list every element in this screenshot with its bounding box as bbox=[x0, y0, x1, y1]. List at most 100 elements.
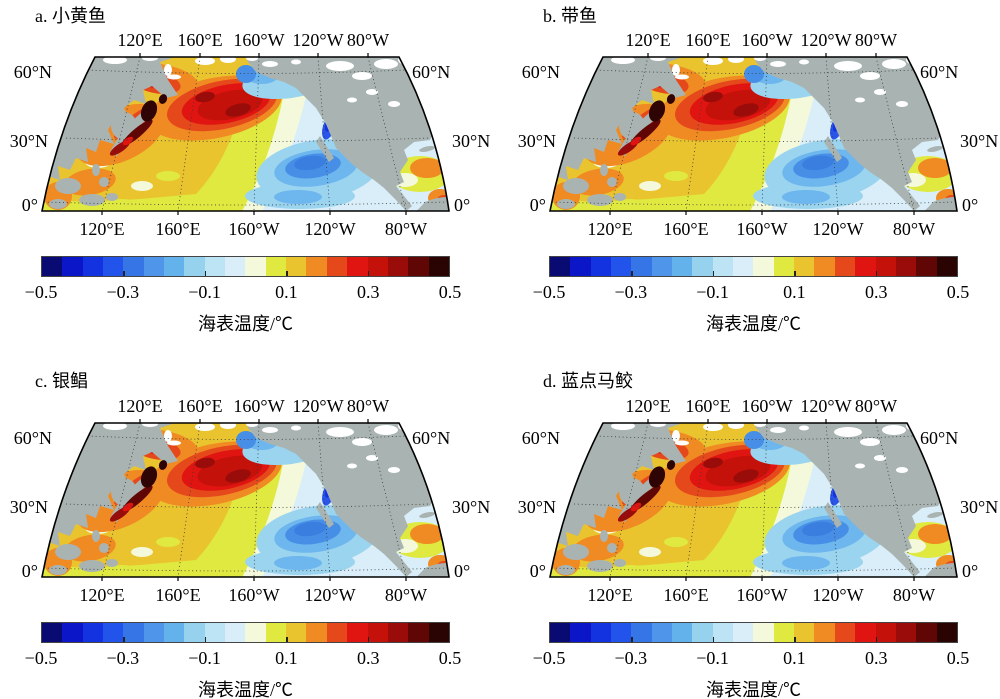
colorbar-segment-3 bbox=[103, 623, 124, 642]
colorbar-segment-13 bbox=[814, 623, 835, 642]
colorbar-segment-2 bbox=[82, 257, 104, 276]
colorbar-segment-2 bbox=[590, 257, 612, 276]
colorbar bbox=[41, 622, 450, 643]
lon-tick-label: 120°E bbox=[625, 396, 670, 416]
colorbar-tick-mark bbox=[286, 271, 288, 276]
colorbar-tick-label: −0.5 bbox=[24, 282, 58, 302]
colorbar-segment-11 bbox=[773, 623, 795, 642]
lon-tick-label: 80°W bbox=[385, 219, 427, 239]
colorbar-segment-10 bbox=[753, 623, 774, 642]
colorbar-segment-10 bbox=[753, 257, 774, 276]
colorbar-segment-2 bbox=[82, 623, 104, 642]
lon-tick-label: 80°W bbox=[893, 585, 935, 605]
colorbar-segment-11 bbox=[773, 257, 795, 276]
colorbar-segment-15 bbox=[855, 623, 876, 642]
colorbar-segment-14 bbox=[834, 623, 856, 642]
colorbar-segment-6 bbox=[164, 257, 185, 276]
map-panel-a: 120°E 160°E 160°W 120°W 80°W 120°E 160°E… bbox=[10, 30, 490, 239]
lon-tick-label: 160°W bbox=[736, 219, 787, 239]
colorbar-title: 海表温度/℃ bbox=[197, 314, 293, 334]
lon-tick-label: 160°E bbox=[177, 30, 222, 50]
colorbar-segment-10 bbox=[245, 257, 266, 276]
lon-tick-label: 160°E bbox=[155, 585, 200, 605]
colorbar-tick-label: −0.3 bbox=[106, 648, 140, 668]
colorbar-segment-17 bbox=[895, 257, 917, 276]
colorbar-block: −0.5 −0.3 −0.1 0.1 0.3 0.5 海表温度/℃ bbox=[533, 240, 969, 349]
colorbar-block: −0.5 −0.3 −0.1 0.1 0.3 0.5 海表温度/℃ bbox=[25, 606, 461, 699]
colorbar-segment-14 bbox=[834, 257, 856, 276]
colorbar-segment-1 bbox=[62, 257, 83, 276]
colorbar-segment-6 bbox=[164, 623, 185, 642]
lat-tick-label: 30°N bbox=[10, 497, 48, 517]
colorbar-tick-label: −0.3 bbox=[614, 648, 648, 668]
pacific-map-graphic bbox=[20, 40, 470, 215]
colorbar-segment-19 bbox=[428, 257, 449, 276]
colorbar-segment-4 bbox=[631, 257, 652, 276]
colorbar-segment-12 bbox=[794, 257, 815, 276]
colorbar-segment-8 bbox=[712, 623, 734, 642]
colorbar-tick-label: 0.3 bbox=[356, 648, 380, 668]
colorbar-segment-14 bbox=[326, 257, 348, 276]
lat-tick-label: 60°N bbox=[522, 428, 560, 448]
lon-tick-label: 160°E bbox=[685, 396, 730, 416]
lat-tick-label: 0° bbox=[530, 195, 546, 215]
panel-title: d. 蓝点马鲛 bbox=[543, 371, 633, 391]
lon-tick-label: 160°E bbox=[663, 219, 708, 239]
colorbar-tick-mark bbox=[631, 271, 633, 276]
colorbar-tick-mark bbox=[286, 637, 288, 642]
lon-tick-label: 160°W bbox=[233, 30, 284, 50]
colorbar-segment-16 bbox=[875, 257, 896, 276]
colorbar-segment-8 bbox=[712, 257, 734, 276]
colorbar-tick-mark bbox=[631, 637, 633, 642]
colorbar-tick-label: 0.5 bbox=[438, 648, 462, 668]
colorbar-title: 海表温度/℃ bbox=[705, 314, 801, 334]
lon-tick-label: 120°W bbox=[812, 219, 863, 239]
colorbar-segment-4 bbox=[123, 623, 144, 642]
lon-tick-label: 80°W bbox=[347, 396, 389, 416]
colorbar-segment-3 bbox=[103, 257, 124, 276]
colorbar-tick-label: −0.1 bbox=[188, 648, 221, 668]
colorbar-segment-8 bbox=[204, 257, 226, 276]
lat-tick-label: 0° bbox=[962, 561, 978, 581]
colorbar-tick-label: −0.3 bbox=[614, 282, 648, 302]
colorbar-tick-label: −0.5 bbox=[532, 648, 566, 668]
colorbar-tick-label: 0.3 bbox=[356, 282, 380, 302]
lon-tick-label: 120°E bbox=[587, 219, 632, 239]
colorbar-segment-2 bbox=[590, 623, 612, 642]
colorbar-tick-mark bbox=[794, 637, 796, 642]
colorbar-segment-1 bbox=[62, 623, 83, 642]
lon-tick-label: 160°W bbox=[741, 30, 792, 50]
lon-tick-label: 120°W bbox=[304, 219, 355, 239]
colorbar-segment-13 bbox=[306, 257, 327, 276]
colorbar-segment-17 bbox=[895, 623, 917, 642]
colorbar-segment-12 bbox=[286, 623, 307, 642]
lat-tick-label: 60°N bbox=[920, 62, 958, 82]
colorbar-segment-3 bbox=[611, 623, 632, 642]
lon-tick-label: 120°W bbox=[800, 30, 851, 50]
colorbar-segment-16 bbox=[875, 623, 896, 642]
colorbar-tick-label: −0.1 bbox=[188, 282, 221, 302]
colorbar-segment-11 bbox=[265, 257, 287, 276]
colorbar-segment-1 bbox=[570, 623, 591, 642]
colorbar-tick-label: −0.1 bbox=[696, 282, 729, 302]
colorbar-segment-7 bbox=[692, 257, 713, 276]
panel-c: c. 银鲳 120°E 160°E 160°W 120°W 80°W 120°E… bbox=[0, 349, 500, 699]
colorbar-block: −0.5 −0.3 −0.1 0.1 0.3 0.5 海表温度/℃ bbox=[533, 606, 969, 699]
colorbar bbox=[41, 256, 450, 277]
colorbar-tick-label: 0.3 bbox=[864, 282, 888, 302]
lat-tick-label: 0° bbox=[530, 561, 546, 581]
colorbar-tick-mark bbox=[204, 271, 207, 276]
colorbar-segment-19 bbox=[428, 623, 449, 642]
colorbar-segment-4 bbox=[123, 257, 144, 276]
lon-tick-label: 80°W bbox=[855, 30, 897, 50]
lon-tick-label: 120°W bbox=[304, 585, 355, 605]
colorbar-segment-15 bbox=[347, 257, 368, 276]
colorbar-segment-5 bbox=[651, 623, 673, 642]
colorbar-segment-13 bbox=[306, 623, 327, 642]
colorbar-tick-label: 0.3 bbox=[864, 648, 888, 668]
lat-tick-label: 60°N bbox=[412, 428, 450, 448]
colorbar-segment-17 bbox=[387, 257, 409, 276]
lon-tick-label: 120°E bbox=[587, 585, 632, 605]
colorbar-tick-mark bbox=[712, 637, 715, 642]
